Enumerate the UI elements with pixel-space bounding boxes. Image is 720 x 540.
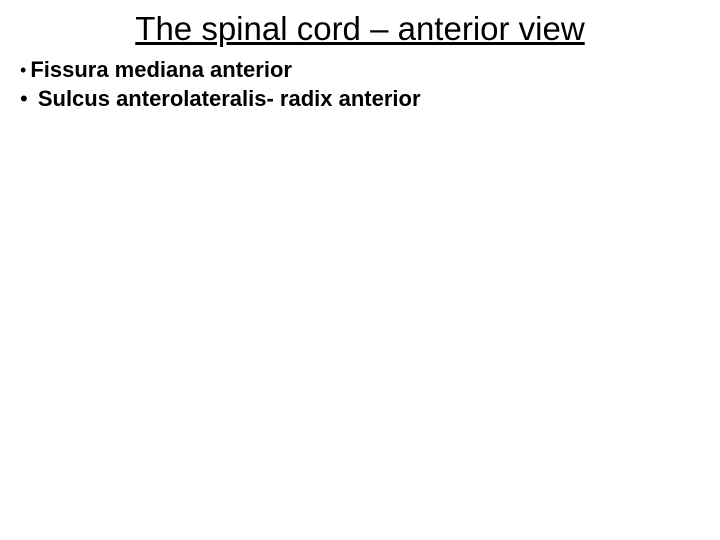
bullet-text: Fissura mediana anterior <box>30 57 292 82</box>
bullet-marker: • <box>20 85 28 114</box>
bullet-marker: • <box>20 59 26 82</box>
bullet-list: •Fissura mediana anterior • Sulcus anter… <box>0 56 720 113</box>
bullet-item: • Sulcus anterolateralis- radix anterior <box>20 85 720 114</box>
bullet-item: •Fissura mediana anterior <box>20 56 720 85</box>
slide: The spinal cord – anterior view •Fissura… <box>0 0 720 540</box>
bullet-text: Sulcus anterolateralis- radix anterior <box>38 86 421 111</box>
slide-title: The spinal cord – anterior view <box>40 10 680 48</box>
